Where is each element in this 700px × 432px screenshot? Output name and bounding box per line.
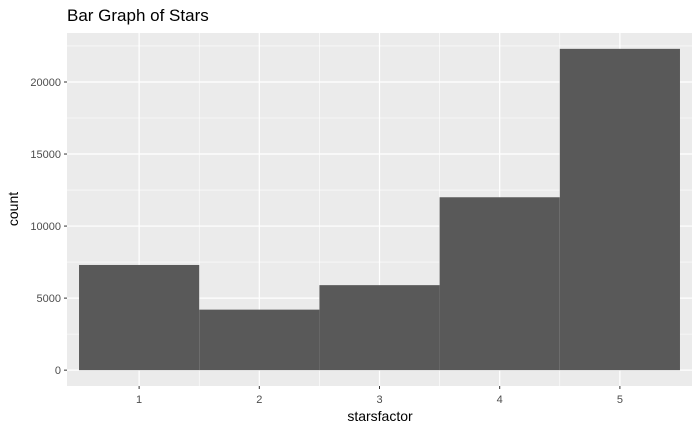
bar-series <box>79 48 680 371</box>
y-tick-label: 10000 <box>30 221 61 233</box>
chart-title: Bar Graph of Stars <box>67 6 209 25</box>
x-axis-title: starsfactor <box>347 408 413 424</box>
y-tick-label: 0 <box>55 365 61 377</box>
bar <box>439 197 560 371</box>
x-tick-label: 2 <box>256 394 262 406</box>
y-tick-label: 20000 <box>30 77 61 89</box>
x-axis-ticks: 1 2 3 4 5 <box>136 386 623 406</box>
x-tick-label: 3 <box>376 394 382 406</box>
bar <box>559 48 680 371</box>
bar <box>319 285 440 371</box>
y-tick-label: 5000 <box>37 293 61 305</box>
x-tick-label: 1 <box>136 394 142 406</box>
bar <box>199 309 320 371</box>
bar <box>79 264 200 371</box>
y-axis-title: count <box>5 192 21 226</box>
y-axis-ticks: 0 5000 10000 15000 20000 <box>30 77 67 377</box>
x-tick-label: 5 <box>617 394 623 406</box>
x-tick-label: 4 <box>497 394 503 406</box>
y-tick-label: 15000 <box>30 149 61 161</box>
